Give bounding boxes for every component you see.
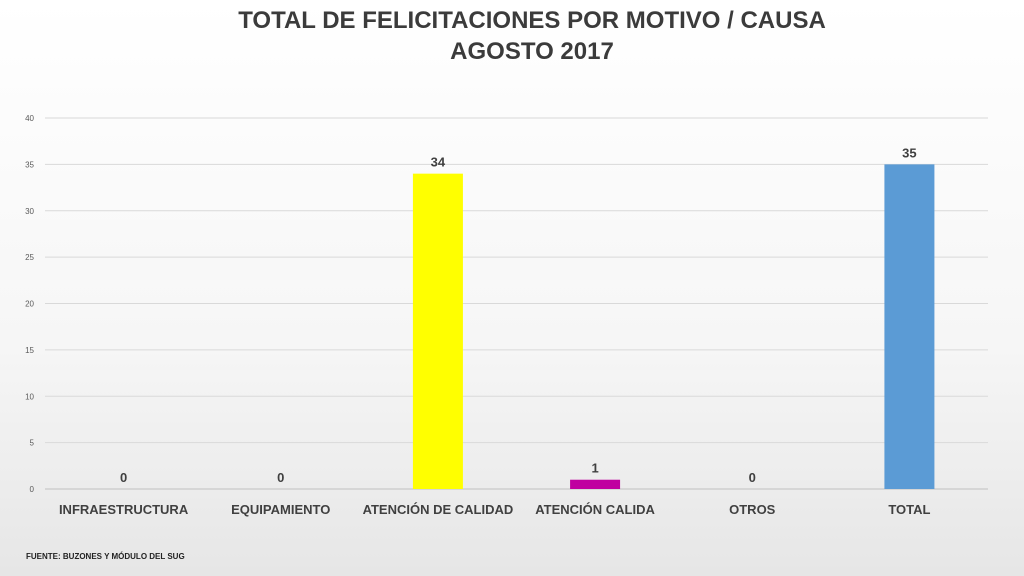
data-label: 0 (120, 470, 127, 485)
chart-title-line-2: AGOSTO 2017 (450, 38, 614, 65)
data-label: 0 (749, 470, 756, 485)
y-tick-label: 0 (30, 485, 35, 494)
y-tick-label: 35 (25, 160, 34, 169)
y-tick-label: 30 (25, 207, 34, 216)
y-tick-label: 10 (25, 392, 34, 401)
data-label: 0 (277, 470, 284, 485)
source-note: FUENTE: BUZONES Y MÓDULO DEL SUG (26, 552, 185, 561)
data-label: 1 (591, 461, 598, 476)
data-label: 35 (902, 145, 916, 160)
x-tick-label: ATENCIÓN CALIDA (535, 502, 655, 517)
bar (884, 164, 935, 489)
data-label: 34 (431, 155, 446, 170)
chart-title-line-1: TOTAL DE FELICITACIONES POR MOTIVO / CAU… (238, 7, 826, 34)
y-tick-label: 15 (25, 346, 34, 355)
x-tick-label: ATENCIÓN DE CALIDAD (363, 502, 514, 517)
y-tick-label: 5 (30, 439, 35, 448)
x-tick-label: EQUIPAMIENTO (231, 502, 330, 517)
x-tick-label: INFRAESTRUCTURA (59, 502, 189, 517)
x-tick-label: TOTAL (888, 502, 930, 517)
y-tick-label: 25 (25, 253, 34, 262)
y-tick-label: 40 (25, 114, 34, 123)
x-tick-label: OTROS (729, 502, 776, 517)
bar (570, 479, 621, 489)
y-tick-label: 20 (25, 300, 34, 309)
bar (412, 173, 463, 489)
